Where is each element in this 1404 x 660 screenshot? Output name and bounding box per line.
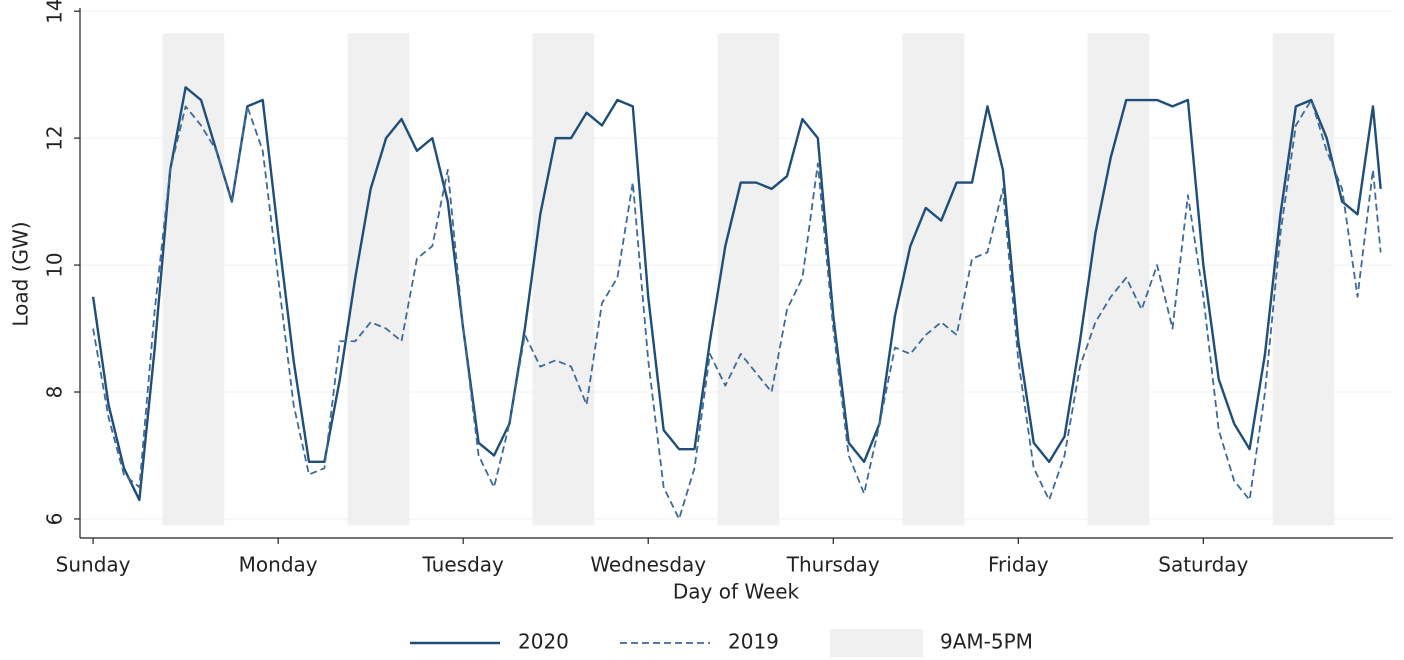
shaded-period	[1087, 33, 1150, 526]
line-series	[91, 86, 1382, 502]
shaded-period	[162, 33, 225, 526]
line-series	[92, 99, 1382, 520]
shaded-period	[532, 33, 595, 526]
legend-label: 2020	[518, 630, 569, 654]
legend-label: 9AM-5PM	[940, 630, 1033, 654]
x-tick-label: Friday	[988, 553, 1049, 577]
y-tick-label: 10	[43, 252, 67, 277]
x-tick-label: Monday	[239, 553, 318, 577]
x-tick-label: Wednesday	[590, 553, 706, 577]
y-tick-label: 8	[43, 386, 67, 399]
y-tick-label: 6	[43, 513, 67, 526]
legend-label: 2019	[728, 630, 779, 654]
shaded-period	[717, 33, 780, 526]
shaded-period	[1272, 33, 1335, 526]
x-tick-label: Tuesday	[421, 553, 504, 577]
shaded-period	[347, 33, 410, 526]
y-tick-label: 12	[43, 125, 67, 150]
y-tick-label: 14	[43, 0, 67, 24]
legend-swatch	[830, 629, 923, 657]
y-axis-label: Load (GW)	[9, 221, 33, 326]
shaded-period	[902, 33, 965, 526]
x-tick-label: Thursday	[786, 553, 880, 577]
x-tick-label: Sunday	[56, 553, 131, 577]
x-axis-label: Day of Week	[673, 580, 800, 604]
x-tick-label: Saturday	[1158, 553, 1248, 577]
